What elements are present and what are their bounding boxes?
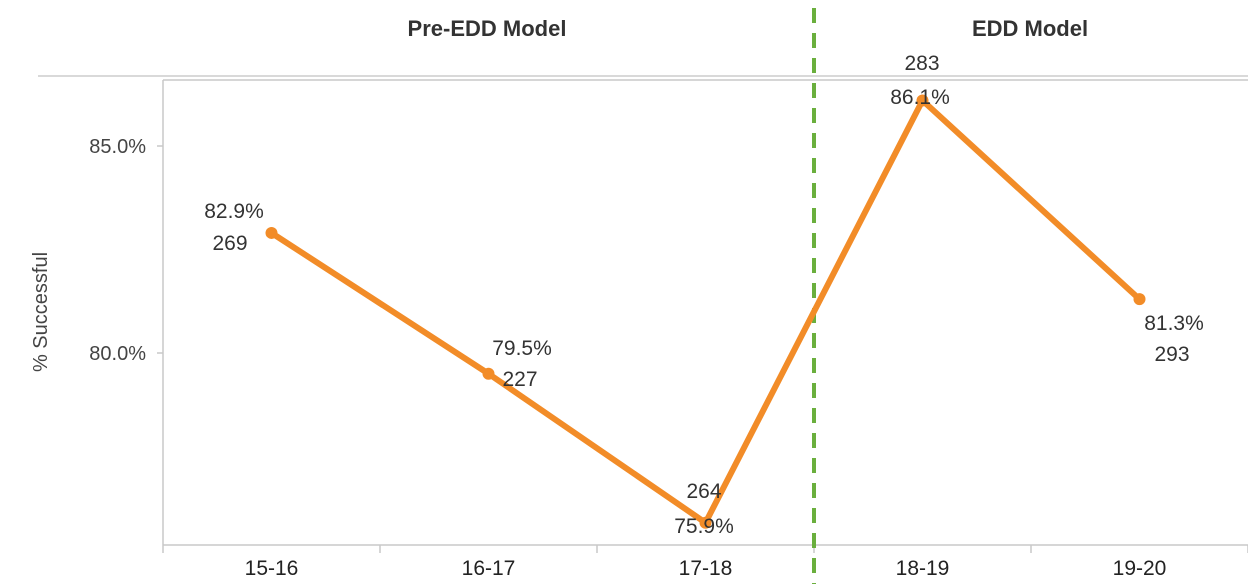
- x-tick-label: 15-16: [245, 557, 299, 580]
- series-line: [265, 94, 1146, 529]
- y-tick-label: 80.0%: [89, 343, 146, 365]
- data-point-marker: [699, 516, 712, 529]
- data-label-percent: 81.3%: [1144, 312, 1204, 335]
- data-point-marker: [265, 226, 278, 239]
- x-tick-label: 19-20: [1113, 557, 1167, 580]
- data-point-marker: [1133, 293, 1146, 306]
- x-tick-label: 16-17: [462, 557, 516, 580]
- data-label-percent: 86.1%: [890, 86, 950, 109]
- series-path: [268, 97, 1143, 526]
- data-label-percent: 82.9%: [204, 200, 264, 223]
- x-axis: 15-16 16-17 17-18 18-19 19-20: [162, 545, 1248, 580]
- data-point-marker: [916, 94, 929, 107]
- plot-frame: [162, 79, 1248, 546]
- x-tick-label: 17-18: [679, 557, 733, 580]
- data-label-percent: 79.5%: [492, 337, 552, 360]
- data-labels: 82.9% 269 79.5% 227 75.9% 264 86.1% 283 81.3% 293: [204, 52, 1204, 538]
- x-tick-label: 18-19: [896, 557, 950, 580]
- data-label-count: 264: [686, 480, 721, 503]
- y-tick-label: 85.0%: [89, 136, 146, 158]
- edd-model-title: EDD Model: [972, 16, 1088, 41]
- data-label-count: 269: [212, 232, 247, 255]
- data-point-marker: [482, 367, 495, 380]
- data-label-count: 293: [1154, 343, 1189, 366]
- pre-edd-model-title: Pre-EDD Model: [408, 16, 567, 41]
- data-label-count: 227: [502, 368, 537, 391]
- data-label-percent: 75.9%: [674, 515, 734, 538]
- data-label-count: 283: [904, 52, 939, 75]
- y-axis-label: % Successful: [30, 252, 52, 372]
- y-axis: 80.0% 85.0%: [89, 136, 163, 365]
